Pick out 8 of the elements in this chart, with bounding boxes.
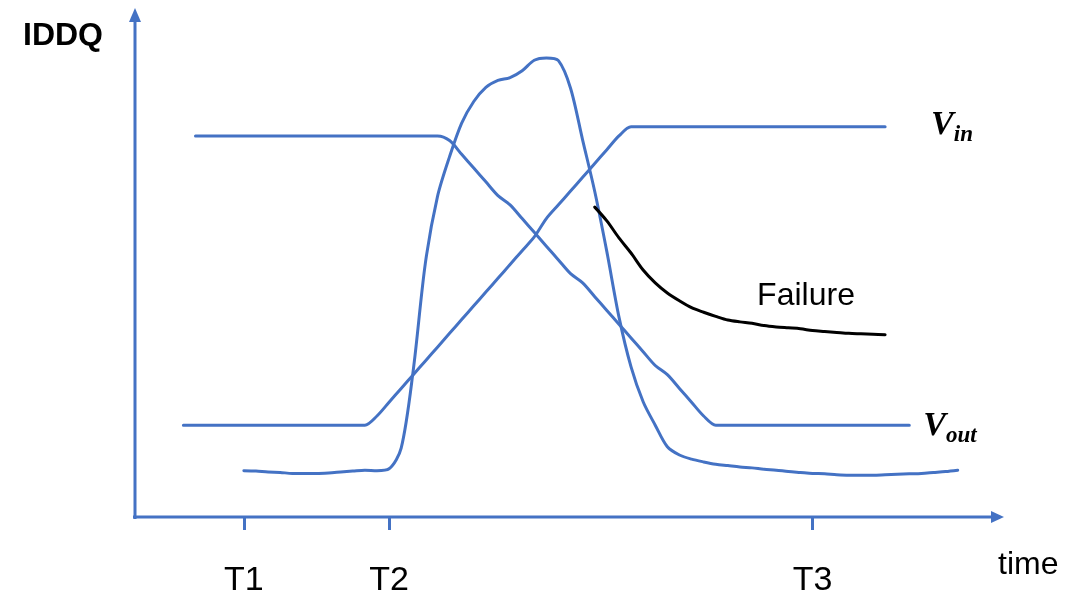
x-tick-label: T1 [224, 559, 264, 597]
x-tick-label: T2 [369, 559, 409, 597]
series-label: Failure [757, 276, 855, 313]
y-axis-title: IDDQ [23, 16, 103, 52]
x-tick-label: T3 [792, 559, 833, 597]
series-label: V$_{out}$ [923, 404, 977, 448]
series-label: V$_{in}$ [931, 104, 973, 147]
x-axis-title: time [998, 545, 1059, 581]
